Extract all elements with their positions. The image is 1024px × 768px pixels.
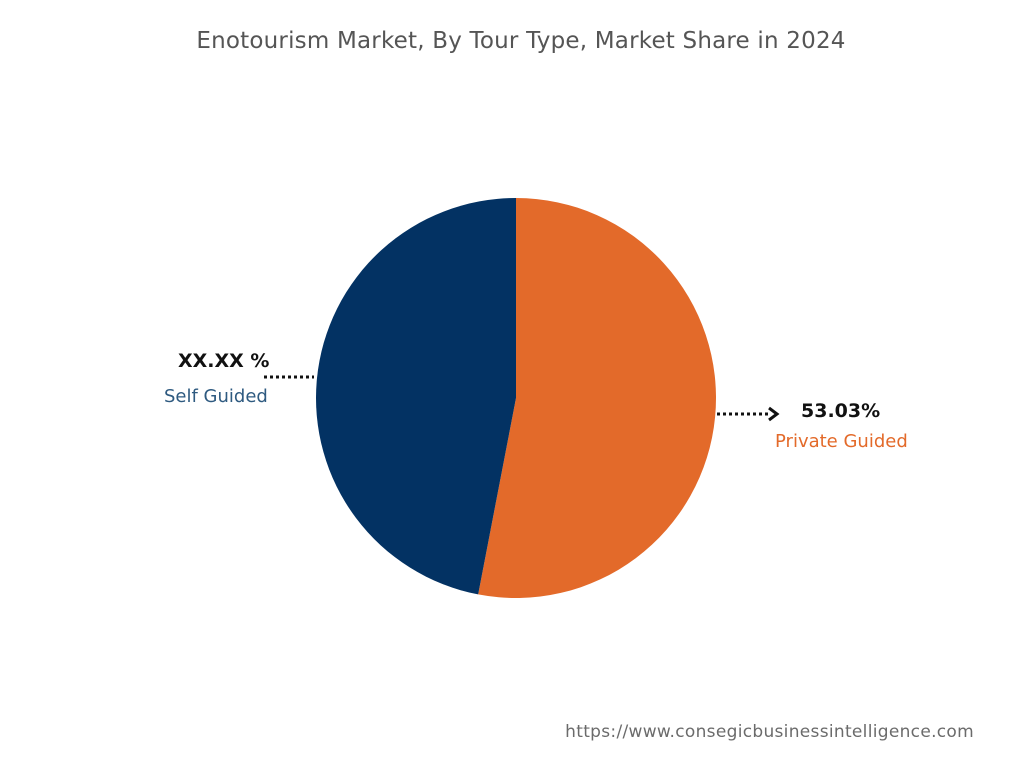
private-guided-category-label: Private Guided [775,431,908,452]
source-url: https://www.consegicbusinessintelligence… [565,722,974,742]
pie-slices [315,198,716,598]
pie-slice-private-guided [478,198,716,598]
pie-slice-self-guided [315,198,516,595]
private-guided-arrowhead [768,406,780,422]
chart-title: Enotourism Market, By Tour Type, Market … [196,28,846,54]
self-guided-category-label: Self Guided [164,386,268,407]
self-guided-value-label: XX.XX % [178,350,269,372]
private-guided-value-label: 53.03% [801,400,880,422]
